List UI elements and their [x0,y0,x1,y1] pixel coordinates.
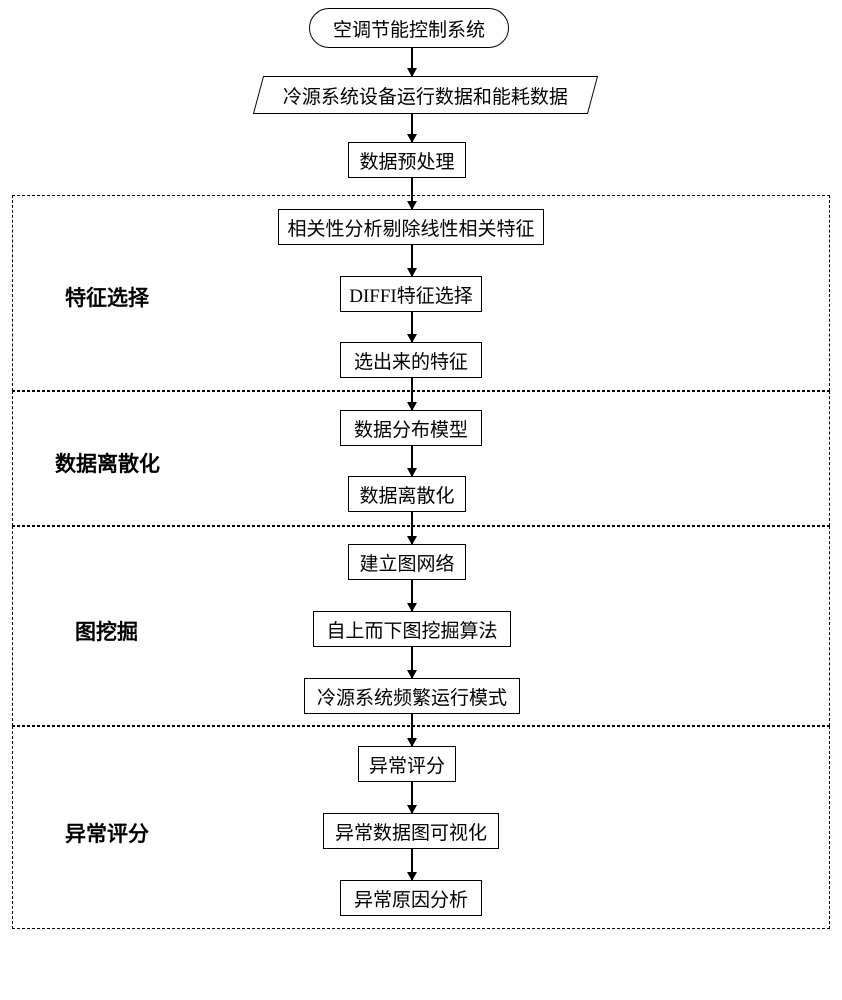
flowchart-container: 特征选择 数据离散化 图挖掘 异常评分 空调节能控制系统 冷源系统设备运行数据和… [0,0,842,1000]
section-label-anomaly-score: 异常评分 [65,818,149,848]
node-label: 建立图网络 [359,549,454,576]
node-cause-analysis: 异常原因分析 [340,880,482,916]
node-label: 异常评分 [369,751,445,778]
node-label: 异常数据图可视化 [335,818,487,845]
section-label-graph-mining: 图挖掘 [75,616,138,646]
arrow [411,647,413,678]
node-label: 选出来的特征 [354,347,468,374]
node-label: 冷源系统频繁运行模式 [317,683,507,710]
node-label: 冷源系统设备运行数据和能耗数据 [283,82,568,109]
section-label-feature-selection: 特征选择 [65,282,149,312]
node-correlation: 相关性分析剔除线性相关特征 [278,209,544,245]
arrow [411,446,413,476]
node-build-graph: 建立图网络 [348,544,466,580]
node-distribution: 数据分布模型 [340,410,482,446]
arrow [411,580,413,611]
node-diffi: DIFFI特征选择 [340,276,482,312]
node-selected-features: 选出来的特征 [340,342,482,378]
node-label: 数据离散化 [359,481,454,508]
node-label: 异常原因分析 [354,885,468,912]
arrow [411,714,413,746]
node-label: DIFFI特征选择 [349,281,473,308]
arrow [411,512,413,544]
arrow [411,782,413,813]
node-anomaly-score: 异常评分 [358,746,456,782]
arrow [411,849,413,880]
node-label: 数据预处理 [359,147,454,174]
arrow [411,312,413,342]
node-label: 空调节能控制系统 [333,15,485,42]
node-preprocess: 数据预处理 [348,142,466,178]
node-visualization: 异常数据图可视化 [323,813,499,849]
node-discretize: 数据离散化 [348,476,466,512]
node-label: 数据分布模型 [354,415,468,442]
node-start: 空调节能控制系统 [309,8,509,48]
node-label: 相关性分析剔除线性相关特征 [287,214,534,241]
node-data-input: 冷源系统设备运行数据和能耗数据 [253,76,598,114]
arrow [411,245,413,276]
section-label-discretization: 数据离散化 [55,448,160,478]
node-label: 自上而下图挖掘算法 [326,616,497,643]
arrow [411,178,413,209]
arrow [411,48,413,76]
node-topdown-mining: 自上而下图挖掘算法 [313,611,511,647]
arrow [411,114,413,142]
arrow [411,378,413,410]
node-frequent-mode: 冷源系统频繁运行模式 [304,678,520,714]
